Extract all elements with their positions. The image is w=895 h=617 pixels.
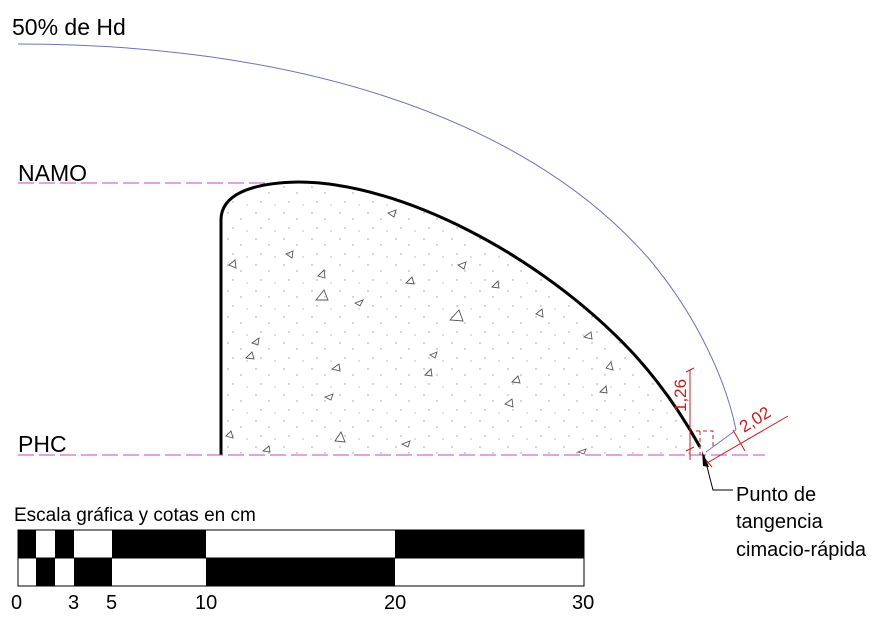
- scale-bar: [17, 529, 585, 587]
- concrete-stipple-fill: [221, 182, 700, 455]
- scale-tick-30: 30: [572, 592, 594, 614]
- tangent-point-leader: [703, 454, 733, 491]
- spillway-crest-profile: [219, 180, 702, 455]
- nappe-tangent-connector: [705, 429, 737, 453]
- namo-label: NAMO: [18, 160, 87, 186]
- scale-tick-5: 5: [106, 592, 117, 614]
- tangent-point-arrowhead: [702, 451, 709, 467]
- hd-curve-label: 50% de Hd: [12, 14, 126, 40]
- callout-line-2: tangencia: [736, 511, 824, 533]
- phc-label: PHC: [18, 431, 67, 457]
- hd-nappe-curve: [17, 43, 737, 431]
- scale-tick-0: 0: [11, 592, 22, 614]
- scale-tick-20: 20: [384, 592, 406, 614]
- concrete-aggregate-marks: [225, 209, 614, 455]
- diagonal-dimension-value: 2,02: [736, 403, 774, 437]
- scale-title: Escala gráfica y cotas en cm: [14, 505, 256, 526]
- dimension-graphics: [685, 367, 789, 468]
- callout-line-3: cimacio-rápida: [736, 539, 867, 561]
- scale-tick-10: 10: [195, 592, 217, 614]
- callout-line-1: Punto de: [736, 484, 816, 506]
- vertical-dimension-value: 1,26: [671, 379, 690, 412]
- scale-tick-3: 3: [68, 592, 79, 614]
